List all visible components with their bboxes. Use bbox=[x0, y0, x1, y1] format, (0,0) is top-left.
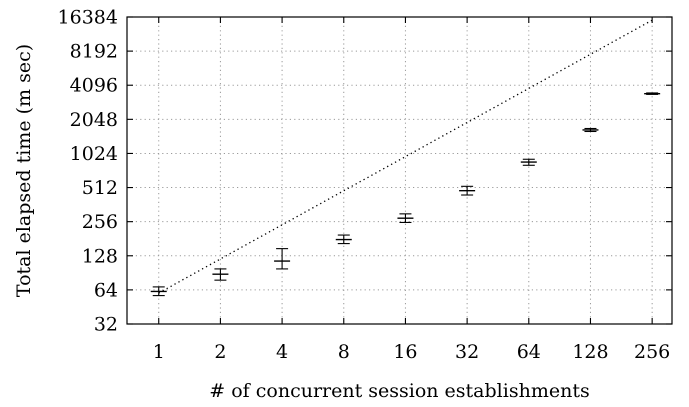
x-tick-label: 128 bbox=[572, 341, 608, 363]
data-points-layer bbox=[150, 92, 661, 297]
y-tick-labels: 32 64 128 256 512 1024 2048 4096 8192 16384 bbox=[58, 7, 118, 336]
x-tick-label: 2 bbox=[214, 341, 226, 363]
y-tick-label: 32 bbox=[94, 314, 118, 336]
x-tick-label: 4 bbox=[276, 341, 288, 363]
x-tick-label: 8 bbox=[338, 341, 350, 363]
y-axis-title: Total elapsed time (m sec) bbox=[13, 44, 35, 297]
x-tick-labels: 1 2 4 8 16 32 64 128 256 bbox=[153, 341, 671, 363]
y-tick-label: 64 bbox=[94, 279, 118, 301]
y-tick-label: 4096 bbox=[70, 75, 118, 97]
data-point bbox=[274, 248, 291, 270]
data-point bbox=[397, 213, 414, 223]
y-tick-label: 128 bbox=[82, 245, 118, 267]
y-tick-label: 1024 bbox=[70, 143, 118, 165]
data-point bbox=[644, 92, 661, 95]
ticks-layer bbox=[127, 16, 672, 325]
data-point bbox=[335, 234, 352, 245]
x-tick-label: 16 bbox=[393, 341, 417, 363]
data-point bbox=[212, 268, 229, 281]
y-tick-label: 16384 bbox=[58, 7, 118, 29]
x-tick-label: 256 bbox=[634, 341, 670, 363]
x-tick-label: 64 bbox=[517, 341, 541, 363]
grid-layer bbox=[127, 17, 672, 324]
data-point bbox=[520, 158, 537, 166]
x-tick-label: 32 bbox=[455, 341, 479, 363]
data-point bbox=[582, 127, 599, 133]
data-point bbox=[150, 286, 167, 297]
y-tick-label: 256 bbox=[82, 211, 118, 233]
x-axis-title: # of concurrent session establishments bbox=[209, 380, 589, 402]
y-tick-label: 2048 bbox=[70, 109, 118, 131]
plot-frame bbox=[126, 16, 673, 325]
y-tick-label: 8192 bbox=[70, 41, 118, 63]
data-point bbox=[459, 185, 476, 196]
y-tick-label: 512 bbox=[82, 177, 118, 199]
x-tick-label: 1 bbox=[153, 341, 165, 363]
